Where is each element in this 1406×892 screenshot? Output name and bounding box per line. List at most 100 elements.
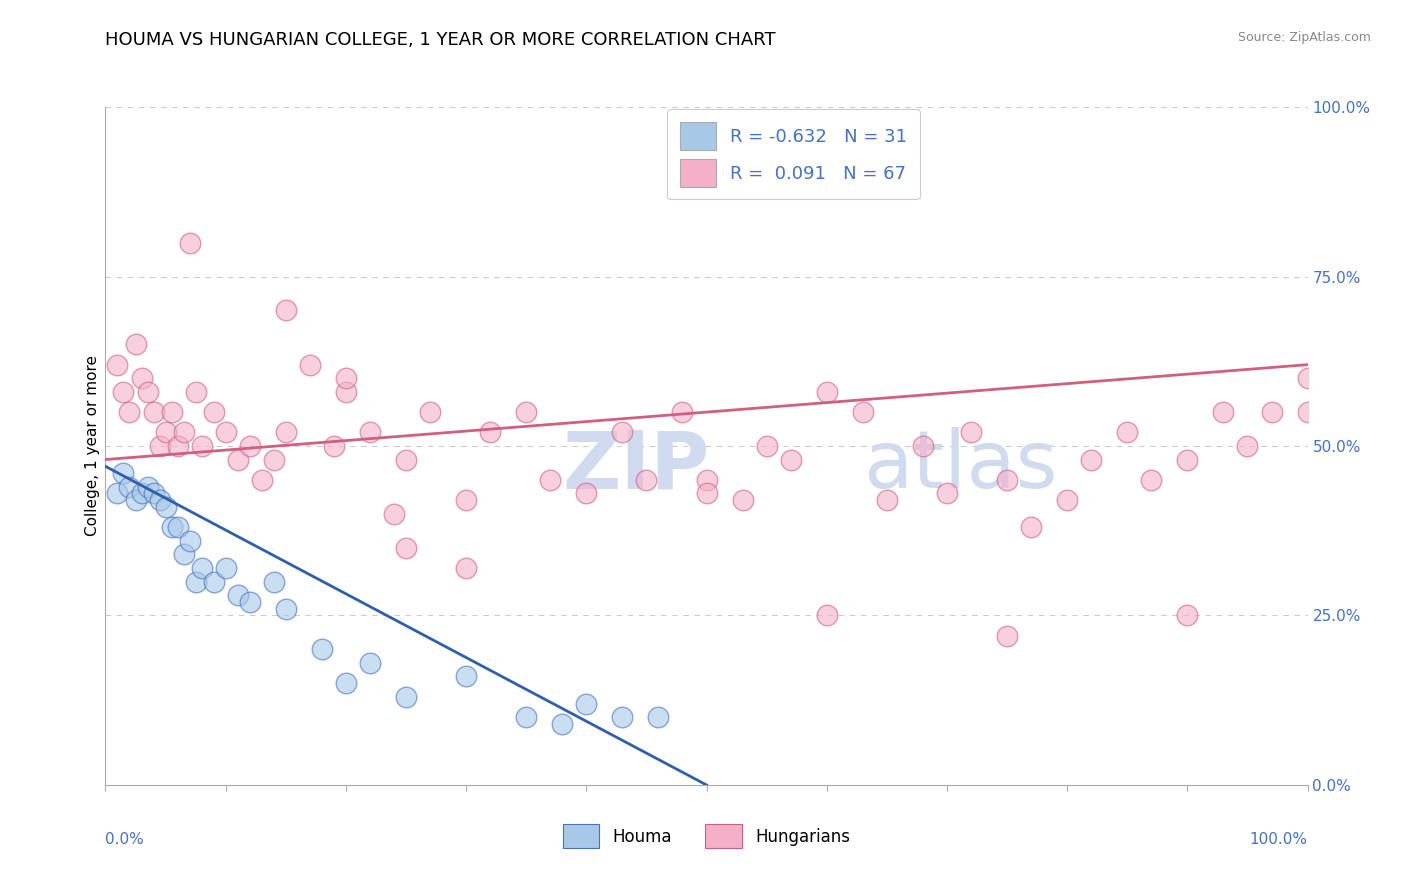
Point <box>1260 405 1282 419</box>
Point <box>148 439 170 453</box>
Point <box>335 384 357 399</box>
Point <box>636 473 658 487</box>
Point <box>226 588 249 602</box>
Point <box>538 473 561 487</box>
Point <box>202 405 225 419</box>
Point <box>124 337 146 351</box>
Point <box>226 452 249 467</box>
Point <box>395 541 418 555</box>
Point <box>142 486 165 500</box>
Point <box>311 642 333 657</box>
Point <box>131 371 153 385</box>
Text: Source: ZipAtlas.com: Source: ZipAtlas.com <box>1237 31 1371 45</box>
Point <box>107 358 129 372</box>
Point <box>395 690 418 704</box>
Point <box>911 439 934 453</box>
Point <box>852 405 875 419</box>
Point <box>335 371 357 385</box>
Point <box>1019 520 1042 534</box>
Point <box>166 520 188 534</box>
Point <box>136 480 159 494</box>
Point <box>263 574 285 589</box>
Point <box>136 384 159 399</box>
Point <box>274 303 297 318</box>
Point <box>118 405 141 419</box>
Point <box>1140 473 1163 487</box>
Point <box>612 425 634 440</box>
Legend: Houma, Hungarians: Houma, Hungarians <box>555 818 858 855</box>
Point <box>184 574 207 589</box>
Text: ZIP: ZIP <box>562 427 710 506</box>
Point <box>1212 405 1234 419</box>
Point <box>995 629 1018 643</box>
Point <box>214 425 236 440</box>
Point <box>696 486 718 500</box>
Point <box>454 493 477 508</box>
Point <box>239 439 262 453</box>
Point <box>155 425 177 440</box>
Point <box>551 717 574 731</box>
Point <box>382 507 405 521</box>
Point <box>515 710 537 724</box>
Point <box>815 608 838 623</box>
Point <box>335 676 357 690</box>
Point <box>575 486 598 500</box>
Point <box>112 466 135 480</box>
Point <box>1296 405 1319 419</box>
Point <box>155 500 177 514</box>
Point <box>1056 493 1078 508</box>
Point <box>322 439 344 453</box>
Point <box>671 405 693 419</box>
Point <box>112 384 135 399</box>
Point <box>1296 371 1319 385</box>
Y-axis label: College, 1 year or more: College, 1 year or more <box>84 356 100 536</box>
Point <box>696 473 718 487</box>
Point <box>515 405 537 419</box>
Point <box>131 486 153 500</box>
Point <box>454 669 477 683</box>
Point <box>731 493 754 508</box>
Point <box>202 574 225 589</box>
Point <box>995 473 1018 487</box>
Point <box>612 710 634 724</box>
Point <box>419 405 441 419</box>
Point <box>359 425 381 440</box>
Point <box>118 480 141 494</box>
Point <box>173 425 195 440</box>
Point <box>142 405 165 419</box>
Point <box>815 384 838 399</box>
Point <box>274 601 297 615</box>
Point <box>160 520 183 534</box>
Point <box>124 493 146 508</box>
Point <box>214 561 236 575</box>
Point <box>274 425 297 440</box>
Point <box>755 439 778 453</box>
Point <box>190 439 212 453</box>
Point <box>960 425 983 440</box>
Point <box>184 384 207 399</box>
Point <box>190 561 212 575</box>
Point <box>107 486 129 500</box>
Point <box>479 425 502 440</box>
Point <box>876 493 898 508</box>
Point <box>263 452 285 467</box>
Point <box>647 710 669 724</box>
Text: 100.0%: 100.0% <box>1250 832 1308 847</box>
Point <box>160 405 183 419</box>
Point <box>575 697 598 711</box>
Point <box>395 452 418 467</box>
Point <box>359 656 381 670</box>
Point <box>250 473 273 487</box>
Point <box>1175 608 1198 623</box>
Point <box>779 452 801 467</box>
Point <box>1236 439 1258 453</box>
Point <box>179 235 201 250</box>
Point <box>454 561 477 575</box>
Text: HOUMA VS HUNGARIAN COLLEGE, 1 YEAR OR MORE CORRELATION CHART: HOUMA VS HUNGARIAN COLLEGE, 1 YEAR OR MO… <box>105 31 776 49</box>
Point <box>173 548 195 562</box>
Point <box>1175 452 1198 467</box>
Point <box>179 533 201 548</box>
Point <box>1116 425 1139 440</box>
Point <box>166 439 188 453</box>
Text: 0.0%: 0.0% <box>105 832 145 847</box>
